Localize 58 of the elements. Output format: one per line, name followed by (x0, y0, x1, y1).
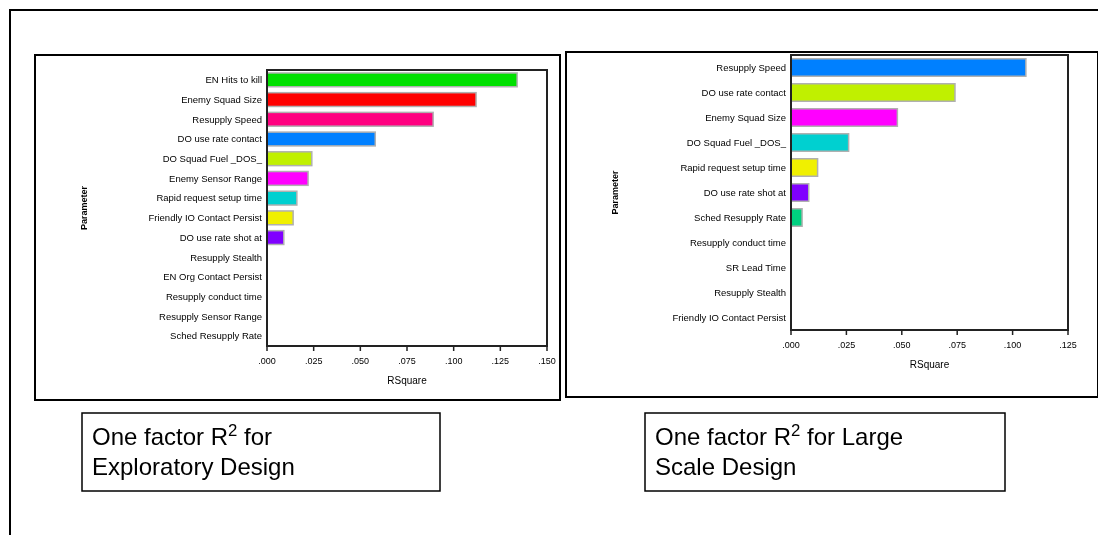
y-tick-label: Resupply conduct time (689, 236, 786, 248)
y-tick-label: Enemy Squad Size (181, 93, 262, 105)
x-tick-label: .100 (444, 356, 463, 366)
y-tick-label: Resupply Stealth (714, 286, 786, 298)
y-tick-label: Enemy Squad Size (705, 111, 786, 123)
y-tick-label: Friendly IO Contact Persist (148, 212, 263, 224)
bar (266, 151, 313, 167)
y-tick-label: EN Hits to kill (205, 74, 262, 86)
x-tick-label: .050 (351, 356, 370, 366)
y-tick-label: EN Org Contact Persist (163, 271, 263, 283)
y-tick-label: Resupply Sensor Range (159, 310, 262, 322)
y-tick-label: Resupply Speed (192, 113, 262, 125)
bar (790, 158, 819, 177)
y-tick-label: Rapid request setup time (680, 161, 786, 173)
text: One factor R$^{2}$ for Exploratory Design (92, 420, 295, 480)
y-tick-label: Enemy Sensor Range (169, 172, 262, 184)
x-tick-label: .000 (258, 356, 276, 366)
text: One factor R$^{2}$ for Large Scale Design (655, 420, 904, 480)
bar (266, 91, 477, 108)
bar (266, 210, 294, 226)
bar (790, 83, 956, 102)
y-tick-label: DO use rate shot at (179, 231, 263, 243)
y-tick-label: DO use rate contact (701, 86, 787, 98)
y-tick-label: DO Squad Fuel _DOS_ (162, 153, 263, 165)
y-tick-label: DO Squad Fuel _DOS_ (686, 136, 787, 148)
y-tick-label: Resupply conduct time (165, 291, 262, 303)
x-tick-label: .125 (1059, 340, 1077, 350)
y-tick-label: Sched Resupply Rate (170, 330, 262, 342)
y-tick-label: Resupply Speed (716, 61, 786, 73)
y-axis-title: Parameter (610, 169, 620, 215)
y-axis-title: Parameter (79, 185, 89, 231)
y-tick-label: Friendly IO Contact Persist (672, 311, 787, 323)
x-axis-title: RSquare (909, 359, 950, 370)
y-tick-label: SR Lead Time (725, 261, 786, 273)
x-tick-label: .025 (837, 340, 856, 350)
bar (790, 58, 1027, 77)
x-tick-label: .075 (948, 340, 966, 350)
y-tick-label: DO use rate shot at (703, 186, 787, 198)
bar (266, 131, 377, 147)
bar (266, 190, 298, 206)
y-tick-label: Rapid request setup time (156, 192, 262, 204)
x-tick-label: .000 (782, 340, 800, 350)
x-axis-title: RSquare (387, 375, 428, 386)
x-tick-label: .025 (304, 356, 323, 366)
y-tick-label: Sched Resupply Rate (694, 211, 786, 223)
bar (266, 229, 285, 246)
bar (790, 108, 899, 127)
x-tick-label: .125 (491, 356, 510, 366)
bar (790, 133, 850, 152)
x-tick-label: .075 (398, 356, 416, 366)
bar (266, 111, 434, 127)
y-tick-label: DO use rate contact (177, 133, 263, 145)
x-tick-label: .050 (893, 340, 911, 350)
x-tick-label: .150 (538, 356, 556, 366)
x-tick-label: .100 (1003, 340, 1022, 350)
y-tick-label: Resupply Stealth (190, 251, 262, 263)
bar (266, 170, 309, 187)
bar (266, 72, 518, 88)
